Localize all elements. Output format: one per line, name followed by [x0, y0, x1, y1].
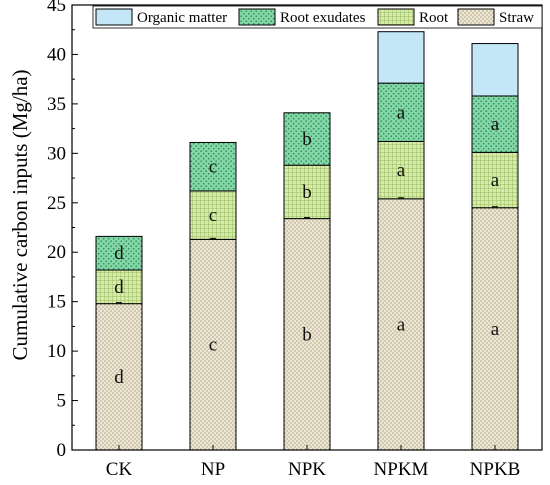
y-tick-label: 20: [47, 242, 66, 263]
bar-segment-organic-matter: [377, 31, 425, 84]
bar-segment-root-exudates: [377, 82, 425, 142]
significance-letter: b: [302, 129, 312, 150]
significance-letter: b: [302, 182, 312, 203]
y-tick-label: 35: [47, 94, 66, 115]
significance-letter: a: [491, 114, 500, 135]
significance-letter: d: [114, 243, 124, 264]
significance-letter: d: [114, 277, 124, 298]
legend-label: Straw: [499, 10, 534, 26]
bar-segment-straw: [95, 303, 143, 451]
y-tick-label: 30: [47, 143, 66, 164]
y-tick-label: 45: [47, 0, 66, 16]
legend-label: Root exudates: [280, 10, 366, 26]
legend: Organic matter Root exudates Root Straw: [92, 5, 543, 29]
y-tick-label: 15: [47, 292, 66, 313]
y-tick-label: 10: [47, 341, 66, 362]
legend-swatch: [377, 8, 415, 26]
y-tick-label: 0: [57, 440, 67, 461]
legend-label: Root: [419, 10, 449, 26]
legend-swatch: [457, 8, 495, 26]
x-tick-label: NPKM: [374, 459, 429, 480]
legend-swatch: [95, 8, 133, 26]
y-tick-label: 25: [47, 193, 66, 214]
x-tick-label: NP: [201, 459, 225, 480]
legend-label: Organic matter: [137, 10, 227, 26]
significance-letter: c: [209, 157, 217, 178]
bar-segment-root: [377, 140, 425, 200]
significance-letter: a: [397, 102, 406, 123]
significance-letter: b: [302, 324, 312, 345]
significance-letter: a: [491, 170, 500, 191]
significance-letter: c: [209, 335, 217, 356]
y-axis-title: Cumulative carbon inputs (Mg/ha): [8, 69, 32, 360]
bar-segment-organic-matter: [471, 43, 519, 97]
bar-segment-root-exudates: [189, 141, 237, 192]
bar-segment-root: [189, 190, 237, 240]
ticks-layer: 0 5 10 15 20 25 30 35 40 45 CK NP NPK NPKM NPKB: [47, 0, 520, 480]
bar-segment-straw: [283, 218, 331, 451]
bar-segment-root-exudates: [283, 112, 331, 166]
significance-letter: a: [397, 160, 406, 181]
y-tick-label: 5: [57, 391, 67, 412]
bar-segment-root-exudates: [95, 235, 143, 271]
significance-letter: a: [491, 319, 500, 340]
y-tick-label: 40: [47, 44, 66, 65]
x-tick-label: NPKB: [470, 459, 521, 480]
bar-segment-root-exudates: [471, 95, 519, 153]
significance-letter: d: [114, 367, 124, 388]
significance-letter: c: [209, 205, 217, 226]
bar-segment-straw: [189, 238, 237, 451]
bar-segment-root: [95, 269, 143, 305]
x-tick-label: NPK: [288, 459, 326, 480]
significance-letter: a: [397, 314, 406, 335]
x-tick-label: CK: [106, 459, 133, 480]
bar-segment-root: [283, 164, 331, 220]
legend-swatch: [238, 8, 276, 26]
legend-box: [92, 5, 543, 29]
